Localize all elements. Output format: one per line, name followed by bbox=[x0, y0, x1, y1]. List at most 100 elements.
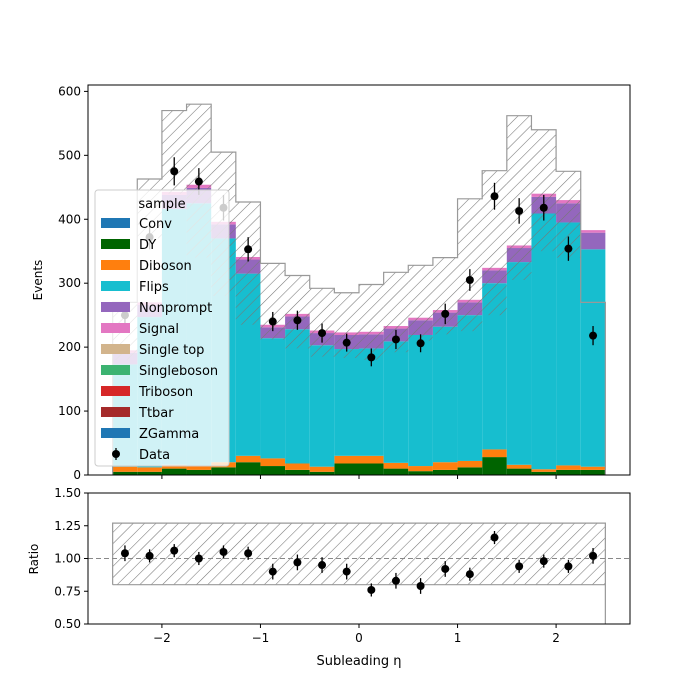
legend-label: ZGamma bbox=[139, 427, 199, 442]
data-point bbox=[293, 316, 302, 325]
uncertainty-bin bbox=[457, 198, 483, 332]
data-points bbox=[120, 157, 598, 367]
legend-swatch-triboson bbox=[101, 386, 130, 396]
legend-swatch-flips bbox=[101, 281, 130, 291]
ratio-point bbox=[416, 582, 425, 591]
y-tick-label: 300 bbox=[58, 276, 81, 290]
bar-flips bbox=[383, 341, 409, 463]
legend-label: Triboson bbox=[138, 385, 193, 400]
ratio-point bbox=[293, 558, 302, 567]
uncertainty-bin bbox=[506, 115, 532, 280]
bar-diboson bbox=[556, 465, 581, 470]
ratio-point bbox=[120, 549, 129, 558]
data-point bbox=[391, 335, 400, 344]
bar-nonprompt bbox=[580, 232, 606, 250]
bar-diboson bbox=[161, 464, 187, 469]
legend-label: Conv bbox=[139, 217, 172, 232]
ratio-point bbox=[490, 533, 499, 542]
main-y-axis: 0 100 200 300 400 500 600 bbox=[58, 84, 88, 482]
ratio-point bbox=[465, 570, 474, 579]
data-point bbox=[564, 244, 573, 253]
legend-marker-data bbox=[112, 450, 120, 458]
legend-label: Single top bbox=[139, 343, 204, 358]
ratio-x-axis: −2 −1 0 1 2 bbox=[153, 624, 560, 645]
ratio-point bbox=[539, 557, 548, 566]
bar-diboson bbox=[531, 469, 557, 472]
x-tick-label: −1 bbox=[252, 631, 270, 645]
legend-label: Diboson bbox=[139, 259, 192, 274]
ratio-point bbox=[342, 567, 351, 576]
bar-flips bbox=[408, 334, 433, 467]
bar-dy bbox=[408, 471, 433, 475]
bar-diboson bbox=[309, 466, 335, 472]
bar-diboson bbox=[383, 462, 409, 469]
legend-swatch-nonprompt bbox=[101, 302, 130, 312]
legend-swatch-ttbar bbox=[101, 407, 130, 417]
legend-swatch-zgamma bbox=[101, 428, 130, 438]
ratio-point bbox=[219, 547, 228, 556]
bar-diboson bbox=[285, 463, 310, 470]
bar-dy bbox=[260, 466, 286, 475]
uncertainty-bin bbox=[531, 129, 557, 252]
bar-dy bbox=[506, 468, 532, 475]
bar-diboson bbox=[457, 460, 483, 468]
main-y-axis-label: Events bbox=[31, 260, 45, 301]
bar-diboson bbox=[432, 462, 458, 470]
ratio-point bbox=[515, 562, 524, 571]
x-tick-label: 0 bbox=[355, 631, 363, 645]
bar-diboson bbox=[408, 466, 433, 472]
legend-swatch-diboson bbox=[101, 260, 130, 270]
ratio-y-tick-label: 1.00 bbox=[54, 552, 81, 566]
bar-flips bbox=[457, 315, 483, 461]
bar-flips bbox=[580, 249, 606, 467]
legend-swatch-dy bbox=[101, 239, 130, 249]
bar-dy bbox=[309, 471, 335, 475]
data-point bbox=[170, 167, 179, 176]
bar-diboson bbox=[137, 467, 162, 472]
ratio-points bbox=[120, 530, 598, 597]
y-tick-label: 200 bbox=[58, 340, 81, 354]
data-point bbox=[465, 276, 474, 284]
uncertainty-bin bbox=[408, 265, 433, 341]
bar-dy bbox=[457, 467, 483, 475]
ratio-point bbox=[244, 549, 253, 558]
bar-diboson bbox=[359, 455, 384, 464]
bar-diboson bbox=[112, 466, 138, 472]
bar-dy bbox=[112, 471, 138, 475]
data-point bbox=[416, 339, 425, 348]
legend-label: Ttbar bbox=[138, 406, 174, 421]
ratio-y-axis-label: Ratio bbox=[27, 544, 41, 575]
legend-label: Signal bbox=[139, 322, 179, 337]
y-tick-label: 100 bbox=[58, 404, 81, 418]
data-point bbox=[318, 329, 327, 338]
ratio-point bbox=[145, 551, 154, 560]
bar-dy bbox=[161, 468, 187, 475]
data-point bbox=[441, 309, 450, 318]
bar-flips bbox=[556, 222, 581, 466]
bar-dy bbox=[432, 469, 458, 475]
bar-dy bbox=[137, 471, 162, 475]
y-tick-label: 600 bbox=[58, 84, 81, 98]
ratio-band-fill bbox=[112, 523, 606, 585]
y-tick-label: 400 bbox=[58, 212, 81, 226]
ratio-point bbox=[589, 551, 598, 560]
uncertainty-outline bbox=[112, 103, 606, 475]
legend-box bbox=[94, 189, 230, 467]
ratio-y-tick-label: 0.50 bbox=[54, 617, 81, 631]
bar-diboson bbox=[260, 458, 286, 467]
legend-swatch-conv bbox=[101, 218, 130, 228]
ratio-y-tick-label: 0.75 bbox=[54, 584, 81, 598]
bar-dy bbox=[235, 462, 261, 475]
bar-diboson bbox=[334, 455, 359, 464]
data-point bbox=[515, 206, 524, 215]
main-x-ticks bbox=[161, 475, 557, 479]
ratio-point bbox=[391, 576, 400, 585]
legend: sample Conv DY Diboson Flips Nonprompt Signal… bbox=[94, 189, 230, 467]
ratio-y-tick-label: 1.50 bbox=[54, 486, 81, 500]
ratio-point bbox=[367, 585, 376, 594]
data-point bbox=[367, 353, 376, 362]
ratio-point bbox=[318, 561, 327, 570]
legend-label: Singleboson bbox=[139, 364, 218, 379]
bar-diboson bbox=[235, 455, 261, 463]
